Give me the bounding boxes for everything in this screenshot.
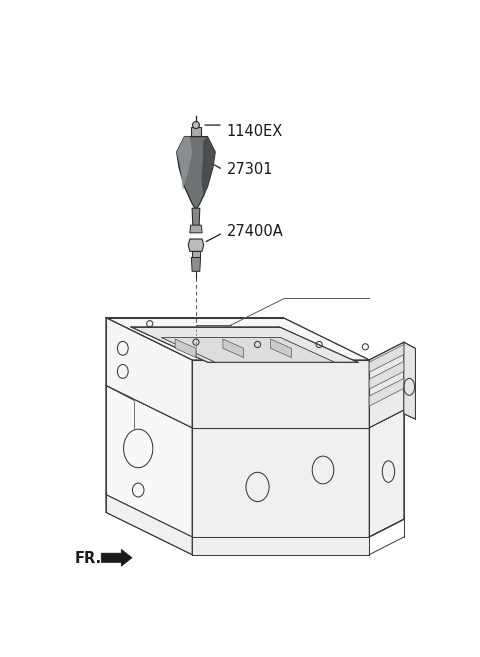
Polygon shape: [106, 317, 369, 360]
Polygon shape: [106, 317, 192, 428]
Polygon shape: [369, 344, 404, 373]
Polygon shape: [192, 208, 200, 227]
Polygon shape: [106, 385, 192, 537]
Circle shape: [192, 122, 199, 129]
Polygon shape: [192, 360, 369, 428]
Polygon shape: [201, 137, 215, 198]
Polygon shape: [188, 239, 204, 252]
Polygon shape: [175, 339, 196, 357]
Polygon shape: [369, 342, 404, 428]
Polygon shape: [106, 385, 369, 428]
Polygon shape: [177, 137, 215, 210]
Polygon shape: [192, 428, 369, 537]
Polygon shape: [106, 495, 192, 555]
Polygon shape: [192, 252, 200, 259]
Polygon shape: [404, 342, 415, 419]
Text: FR.: FR.: [75, 551, 102, 566]
Polygon shape: [190, 225, 202, 233]
Text: 27301: 27301: [227, 162, 273, 177]
Polygon shape: [369, 378, 404, 406]
Polygon shape: [191, 127, 201, 137]
Polygon shape: [192, 258, 201, 271]
Polygon shape: [177, 137, 192, 191]
Polygon shape: [101, 549, 132, 566]
Polygon shape: [369, 410, 404, 537]
Polygon shape: [271, 339, 291, 357]
Text: 27400A: 27400A: [227, 224, 284, 238]
Polygon shape: [131, 327, 358, 362]
Polygon shape: [223, 339, 244, 357]
Text: 1140EX: 1140EX: [227, 124, 283, 139]
Polygon shape: [369, 361, 404, 389]
Polygon shape: [161, 338, 335, 362]
Polygon shape: [192, 537, 369, 555]
